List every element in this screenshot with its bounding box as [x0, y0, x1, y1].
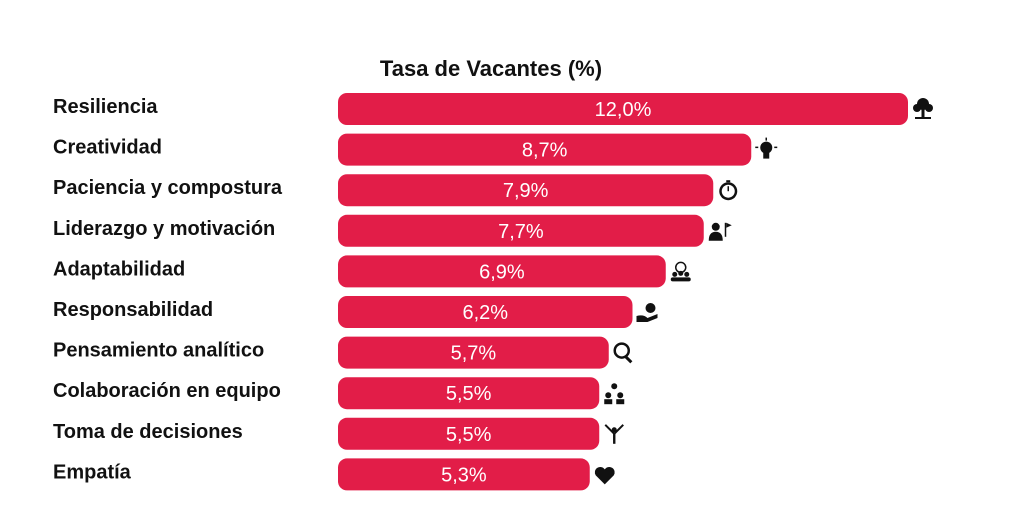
bar: [338, 174, 714, 207]
value-label: 12,0%: [595, 99, 652, 121]
category-label: Empatía: [53, 461, 132, 483]
value-label: 7,7%: [498, 221, 544, 243]
team-target-icon: [670, 261, 691, 282]
value-label: 5,3%: [441, 464, 487, 486]
category-label: Adaptabilidad: [53, 258, 185, 280]
category-label: Toma de decisiones: [53, 421, 243, 443]
value-label: 8,7%: [522, 140, 568, 162]
hand-check-icon: [636, 303, 658, 322]
bar: [338, 458, 590, 491]
category-label: Liderazgo y motivación: [53, 218, 275, 240]
category-label: Pensamiento analítico: [53, 340, 264, 362]
bar: [338, 255, 666, 288]
magnifier-icon: [613, 342, 633, 364]
value-label: 6,9%: [479, 261, 525, 283]
value-label: 7,9%: [503, 180, 549, 202]
bar: [338, 214, 704, 247]
team-network-icon: [604, 383, 625, 405]
category-label: Creatividad: [53, 137, 162, 159]
bar: [338, 296, 633, 328]
bar: [338, 133, 752, 166]
category-label: Resiliencia: [53, 96, 158, 118]
bar: [338, 417, 600, 450]
value-label: 5,7%: [451, 343, 497, 365]
bar: [338, 93, 908, 125]
branching-person-icon: [604, 424, 624, 444]
tree-icon: [913, 98, 933, 119]
bar: [338, 336, 609, 369]
stopwatch-icon: [719, 180, 738, 201]
category-label: Colaboración en equipo: [53, 380, 281, 402]
value-label: 5,5%: [446, 383, 492, 405]
value-label: 5,5%: [446, 424, 492, 446]
leader-flag-icon: [708, 222, 732, 241]
bar: [338, 377, 600, 410]
lightbulb-icon: [755, 137, 778, 159]
category-label: Paciencia y compostura: [53, 177, 283, 199]
heart-icon: [594, 466, 615, 485]
value-label: 6,2%: [462, 302, 508, 324]
chart-title: Tasa de Vacantes (%): [380, 56, 602, 81]
category-label: Responsabilidad: [53, 299, 213, 321]
